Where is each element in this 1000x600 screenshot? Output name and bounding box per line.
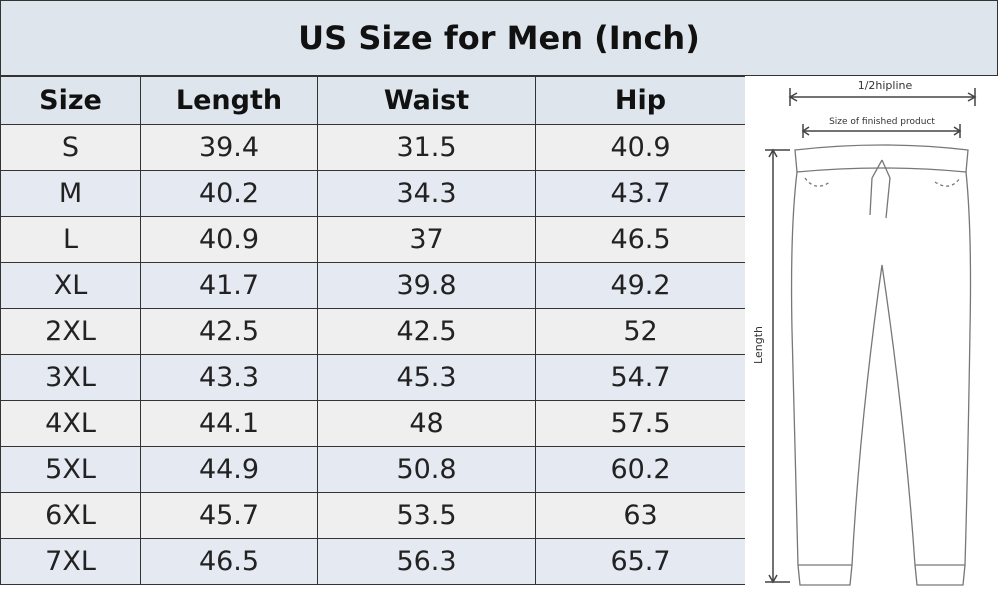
table-cell: 63 [535,492,746,539]
table-cell: 40.9 [140,216,318,263]
table-cell: 31.5 [317,124,536,171]
table-cell: 54.7 [535,354,746,401]
table-cell: 46.5 [535,216,746,263]
table-cell: 43.7 [535,170,746,217]
table-row: 7XL 46.5 56.3 65.7 [0,538,746,585]
size-table: Size Length Waist Hip S 39.4 31.5 40.9 M 40.2 34.… [0,76,746,585]
table-cell: 5XL [0,446,141,493]
table-cell: 39.4 [140,124,318,171]
table-cell: 57.5 [535,400,746,447]
table-row: 4XL 44.1 48 57.5 [0,400,746,447]
table-row: XL 41.7 39.8 49.2 [0,262,746,309]
table-cell: 45.3 [317,354,536,401]
table-cell: 56.3 [317,538,536,585]
table-cell: 49.2 [535,262,746,309]
table-cell: 3XL [0,354,141,401]
column-header: Length [140,76,318,125]
table-cell: 42.5 [140,308,318,355]
table-cell: 53.5 [317,492,536,539]
table-cell: 2XL [0,308,141,355]
table-cell: 41.7 [140,262,318,309]
hipline-label: 1/2hipline [858,79,913,92]
title: US Size for Men (Inch) [0,0,998,76]
column-header: Hip [535,76,746,125]
table-cell: S [0,124,141,171]
table-cell: 42.5 [317,308,536,355]
table-cell: 44.9 [140,446,318,493]
header-row: Size Length Waist Hip [0,76,746,125]
table-cell: 7XL [0,538,141,585]
table-cell: 52 [535,308,746,355]
table-row: L 40.9 37 46.5 [0,216,746,263]
table-cell: 50.8 [317,446,536,493]
table-row: 5XL 44.9 50.8 60.2 [0,446,746,493]
table-cell: 60.2 [535,446,746,493]
table-row: 2XL 42.5 42.5 52 [0,308,746,355]
table-row: S 39.4 31.5 40.9 [0,124,746,171]
table-cell: 37 [317,216,536,263]
column-header: Waist [317,76,536,125]
table-row: 3XL 43.3 45.3 54.7 [0,354,746,401]
table-cell: 44.1 [140,400,318,447]
table-cell: 34.3 [317,170,536,217]
table-cell: M [0,170,141,217]
pants-diagram: 1/2hipline Size of finished product Leng… [745,76,1000,600]
table-cell: 46.5 [140,538,318,585]
table-cell: XL [0,262,141,309]
finished-size-label: Size of finished product [829,117,935,127]
table-row: 6XL 45.7 53.5 63 [0,492,746,539]
table-cell: 40.9 [535,124,746,171]
table-cell: 4XL [0,400,141,447]
length-label: Length [752,326,765,364]
table-cell: 40.2 [140,170,318,217]
table-cell: 65.7 [535,538,746,585]
table-cell: 39.8 [317,262,536,309]
table-cell: 48 [317,400,536,447]
table-row: M 40.2 34.3 43.7 [0,170,746,217]
column-header: Size [0,76,141,125]
table-cell: L [0,216,141,263]
table-cell: 6XL [0,492,141,539]
table-cell: 43.3 [140,354,318,401]
table-cell: 45.7 [140,492,318,539]
